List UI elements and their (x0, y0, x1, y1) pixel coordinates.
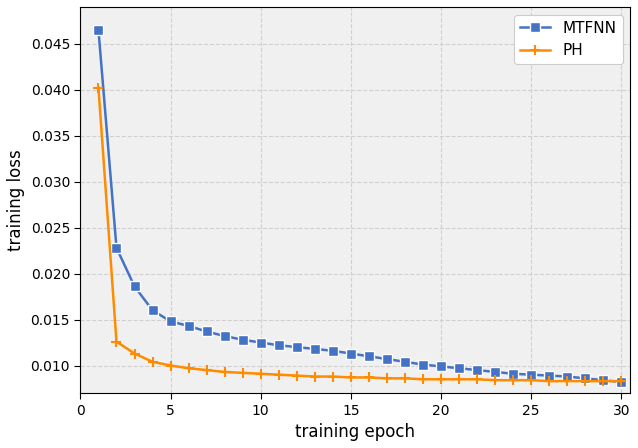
PH (167, 363, 174, 368)
PH (149, 359, 156, 365)
MTFNN (149, 308, 156, 313)
Legend: MTFNN, PH: MTFNN, PH (514, 15, 623, 65)
MTFNN (113, 245, 121, 250)
MTFNN (365, 353, 373, 359)
Line: PH: PH (94, 83, 627, 386)
Y-axis label: training loss: training loss (7, 149, 25, 251)
PH (347, 375, 355, 380)
PH (528, 378, 535, 383)
MTFNN (545, 373, 553, 378)
MTFNN (618, 379, 625, 385)
MTFNN (419, 362, 427, 367)
MTFNN (456, 366, 463, 371)
PH (437, 377, 445, 382)
MTFNN (275, 343, 283, 348)
PH (131, 351, 138, 356)
PH (456, 377, 463, 382)
MTFNN (329, 348, 337, 353)
MTFNN (221, 333, 228, 339)
PH (203, 367, 211, 373)
X-axis label: training epoch: training epoch (295, 423, 415, 441)
MTFNN (347, 351, 355, 356)
PH (311, 374, 318, 379)
MTFNN (257, 340, 265, 345)
PH (275, 372, 283, 377)
PH (401, 376, 409, 381)
MTFNN (563, 374, 571, 379)
PH (257, 371, 265, 376)
PH (563, 379, 571, 384)
PH (239, 370, 246, 375)
MTFNN (293, 345, 300, 350)
MTFNN (311, 346, 318, 352)
Line: MTFNN: MTFNN (94, 25, 627, 387)
MTFNN (509, 371, 517, 376)
MTFNN (167, 319, 174, 324)
PH (473, 377, 481, 382)
PH (185, 366, 193, 371)
MTFNN (437, 364, 445, 369)
MTFNN (491, 369, 499, 375)
MTFNN (131, 284, 138, 289)
MTFNN (401, 359, 409, 365)
MTFNN (528, 372, 535, 377)
PH (618, 379, 625, 384)
PH (293, 373, 300, 378)
PH (581, 379, 589, 384)
PH (365, 375, 373, 380)
PH (113, 339, 121, 344)
MTFNN (185, 323, 193, 329)
PH (383, 376, 391, 381)
PH (491, 378, 499, 383)
MTFNN (600, 378, 607, 383)
PH (221, 369, 228, 375)
MTFNN (239, 337, 246, 342)
MTFNN (94, 27, 102, 33)
PH (545, 379, 553, 384)
PH (94, 85, 102, 90)
PH (419, 377, 427, 382)
PH (600, 379, 607, 384)
PH (509, 378, 517, 383)
MTFNN (581, 376, 589, 381)
MTFNN (383, 356, 391, 362)
PH (329, 374, 337, 379)
MTFNN (473, 367, 481, 373)
MTFNN (203, 329, 211, 334)
